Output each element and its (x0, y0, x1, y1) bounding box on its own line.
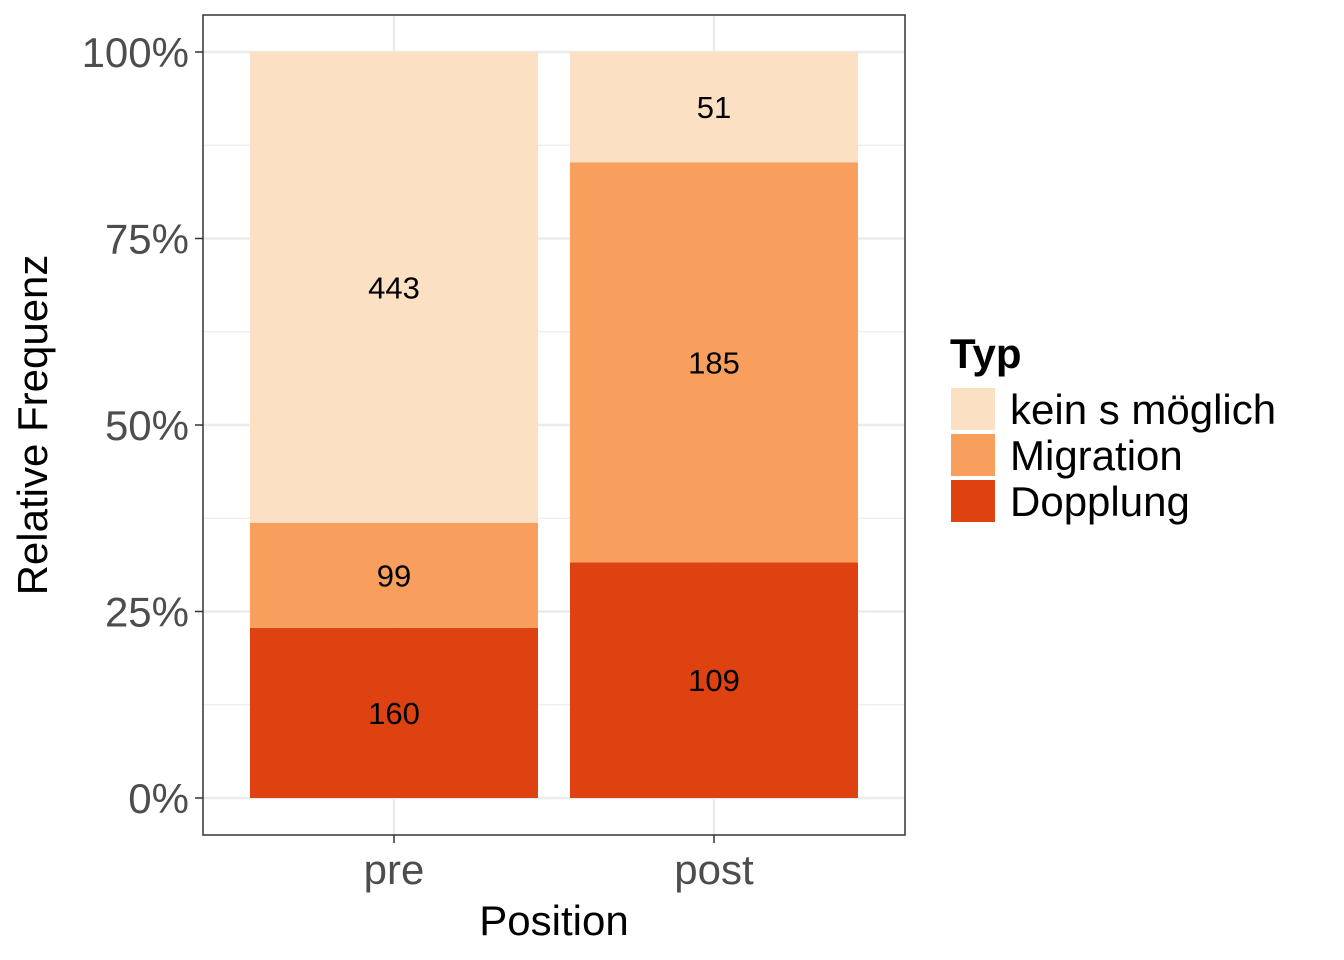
bar-post-migration (570, 162, 858, 563)
bar-post-dopplung (570, 562, 858, 798)
legend-label-kein-s-m-glich: kein s möglich (1010, 386, 1276, 433)
bar-post-kein-s-m-glich (570, 52, 858, 163)
bar-label-post-dopplung: 109 (688, 663, 740, 698)
y-axis-title: Relative Frequenz (9, 255, 56, 596)
y-tick-label: 100% (82, 29, 189, 76)
legend-title: Typ (950, 330, 1022, 377)
bar-label-post-migration: 185 (688, 345, 740, 380)
bar-label-post-kein-s-m-glich: 51 (697, 90, 731, 125)
bar-pre-kein-s-m-glich (250, 52, 538, 523)
x-axis-title: Position (479, 897, 628, 944)
y-tick-label: 50% (105, 402, 189, 449)
x-axis: pre post (364, 835, 754, 893)
legend-key-migration (951, 434, 995, 476)
bar-label-pre-kein-s-m-glich: 443 (368, 270, 420, 305)
bar-pre-dopplung (250, 627, 538, 798)
y-tick-label: 75% (105, 216, 189, 263)
x-tick-label-pre: pre (364, 846, 425, 893)
y-tick-label: 0% (128, 775, 189, 822)
bar-label-pre-dopplung: 160 (368, 696, 420, 731)
legend-key-dopplung (951, 480, 995, 522)
y-axis: 0% 25% 50% 75% 100% (82, 29, 203, 822)
y-tick-label: 25% (105, 589, 189, 636)
legend-key-kein-s-m-glich (951, 388, 995, 430)
bars (250, 52, 858, 798)
x-tick-label-post: post (674, 846, 754, 893)
bar-pre-migration (250, 522, 538, 628)
legend-label-dopplung: Dopplung (1010, 478, 1190, 525)
bar-label-pre-migration: 99 (377, 558, 411, 593)
bar-value-labels: 160 99 443 109 185 51 (368, 90, 740, 731)
legend-label-migration: Migration (1010, 432, 1183, 479)
